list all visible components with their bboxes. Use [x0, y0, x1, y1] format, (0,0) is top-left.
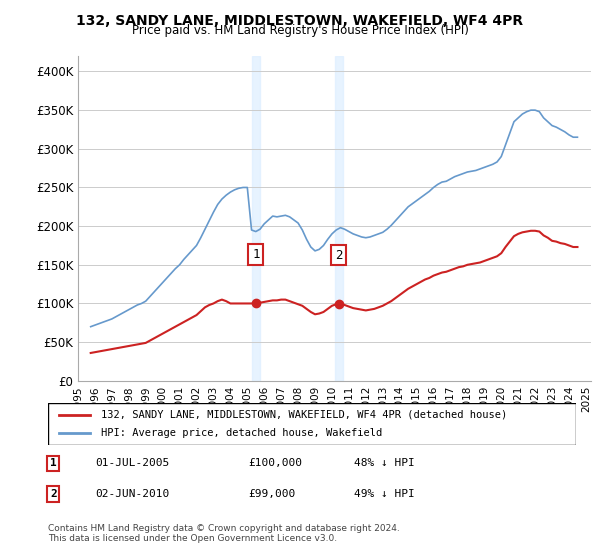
Text: 1: 1	[252, 248, 260, 261]
Text: £100,000: £100,000	[248, 459, 302, 468]
Text: 132, SANDY LANE, MIDDLESTOWN, WAKEFIELD, WF4 4PR: 132, SANDY LANE, MIDDLESTOWN, WAKEFIELD,…	[76, 14, 524, 28]
Text: £99,000: £99,000	[248, 489, 296, 499]
Text: 2: 2	[335, 249, 343, 262]
Text: 1: 1	[50, 459, 56, 468]
Text: 48% ↓ HPI: 48% ↓ HPI	[354, 459, 415, 468]
Text: 01-JUL-2005: 01-JUL-2005	[95, 459, 170, 468]
Text: 49% ↓ HPI: 49% ↓ HPI	[354, 489, 415, 499]
Text: HPI: Average price, detached house, Wakefield: HPI: Average price, detached house, Wake…	[101, 428, 382, 438]
Bar	[251, 56, 260, 381]
FancyBboxPatch shape	[48, 403, 576, 445]
Text: 132, SANDY LANE, MIDDLESTOWN, WAKEFIELD, WF4 4PR (detached house): 132, SANDY LANE, MIDDLESTOWN, WAKEFIELD,…	[101, 410, 507, 420]
Text: Contains HM Land Registry data © Crown copyright and database right 2024.
This d: Contains HM Land Registry data © Crown c…	[48, 524, 400, 543]
Text: Price paid vs. HM Land Registry's House Price Index (HPI): Price paid vs. HM Land Registry's House …	[131, 24, 469, 36]
Text: 2: 2	[50, 489, 56, 499]
Bar	[335, 56, 343, 381]
Text: 02-JUN-2010: 02-JUN-2010	[95, 489, 170, 499]
